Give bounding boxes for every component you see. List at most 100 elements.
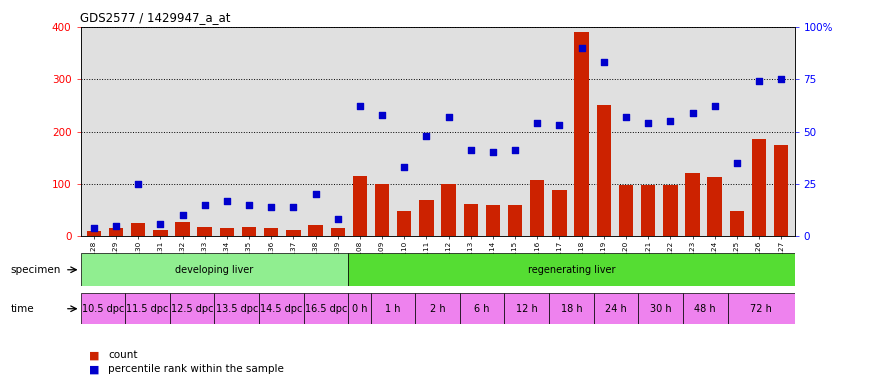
Text: 13.5 dpc: 13.5 dpc	[215, 304, 258, 314]
Point	[597, 60, 611, 66]
Bar	[641, 185, 655, 236]
Bar	[504, 293, 550, 324]
Bar	[220, 228, 234, 236]
Bar	[131, 223, 145, 236]
Bar	[259, 293, 304, 324]
Bar	[728, 293, 794, 324]
Bar	[214, 293, 259, 324]
Bar	[550, 293, 594, 324]
Point	[109, 223, 123, 229]
Bar	[170, 293, 214, 324]
Text: 0 h: 0 h	[352, 304, 367, 314]
Bar	[153, 230, 167, 236]
Text: 72 h: 72 h	[750, 304, 772, 314]
Point	[375, 112, 389, 118]
Bar	[286, 230, 301, 236]
Bar	[331, 228, 345, 236]
Bar	[125, 293, 170, 324]
Bar	[730, 211, 744, 236]
Point	[663, 118, 677, 124]
Text: 1 h: 1 h	[385, 304, 401, 314]
Point	[530, 120, 544, 126]
Bar	[663, 185, 677, 236]
Bar	[441, 184, 456, 236]
Point	[774, 76, 788, 82]
Bar	[460, 293, 504, 324]
Point	[353, 103, 367, 109]
Text: 6 h: 6 h	[474, 304, 490, 314]
Point	[442, 114, 456, 120]
Text: regenerating liver: regenerating liver	[528, 265, 615, 275]
Bar	[464, 204, 478, 236]
Point	[153, 220, 167, 227]
Bar	[774, 145, 788, 236]
Bar	[374, 184, 389, 236]
Text: percentile rank within the sample: percentile rank within the sample	[108, 364, 284, 374]
Text: 11.5 dpc: 11.5 dpc	[126, 304, 169, 314]
Point	[619, 114, 633, 120]
Text: 48 h: 48 h	[695, 304, 716, 314]
Bar	[353, 176, 367, 236]
Point	[641, 120, 655, 126]
Point	[752, 78, 766, 84]
Point	[486, 149, 500, 156]
Bar	[308, 225, 323, 236]
Bar	[619, 185, 634, 236]
Point	[331, 216, 345, 222]
Point	[220, 197, 234, 204]
Bar	[683, 293, 728, 324]
Bar	[552, 190, 567, 236]
Bar	[348, 293, 371, 324]
Bar	[416, 293, 460, 324]
Text: GDS2577 / 1429947_a_at: GDS2577 / 1429947_a_at	[80, 12, 231, 25]
Text: developing liver: developing liver	[175, 265, 254, 275]
Point	[508, 147, 522, 154]
Bar	[397, 211, 411, 236]
Bar	[639, 293, 683, 324]
Point	[419, 132, 433, 139]
Point	[397, 164, 411, 170]
Text: 30 h: 30 h	[650, 304, 671, 314]
Text: time: time	[10, 304, 34, 314]
Text: 18 h: 18 h	[561, 304, 582, 314]
Bar	[594, 293, 639, 324]
Text: 2 h: 2 h	[430, 304, 445, 314]
Bar	[371, 293, 416, 324]
Bar	[198, 227, 212, 236]
Text: 16.5 dpc: 16.5 dpc	[304, 304, 347, 314]
Point	[464, 147, 478, 154]
Bar	[304, 293, 348, 324]
Text: ■: ■	[89, 350, 100, 360]
Point	[552, 122, 566, 128]
Bar	[597, 105, 611, 236]
Bar	[708, 177, 722, 236]
Point	[176, 212, 190, 218]
Bar	[242, 227, 256, 236]
Point	[286, 204, 300, 210]
Point	[575, 45, 589, 51]
Bar	[574, 32, 589, 236]
Point	[87, 225, 101, 231]
Point	[708, 103, 722, 109]
Bar	[752, 139, 766, 236]
Text: specimen: specimen	[10, 265, 61, 275]
Point	[730, 160, 744, 166]
Bar	[530, 180, 544, 236]
Bar	[108, 228, 123, 236]
Text: 24 h: 24 h	[606, 304, 626, 314]
Text: 12 h: 12 h	[516, 304, 537, 314]
Bar	[87, 231, 101, 236]
Point	[685, 109, 699, 116]
Bar	[348, 253, 794, 286]
Bar	[80, 293, 125, 324]
Bar	[685, 174, 700, 236]
Bar	[419, 200, 434, 236]
Text: 14.5 dpc: 14.5 dpc	[260, 304, 303, 314]
Point	[198, 202, 212, 208]
Bar	[264, 228, 278, 236]
Point	[309, 191, 323, 197]
Bar	[80, 253, 348, 286]
Bar	[175, 222, 190, 236]
Bar	[507, 205, 522, 236]
Bar	[486, 205, 500, 236]
